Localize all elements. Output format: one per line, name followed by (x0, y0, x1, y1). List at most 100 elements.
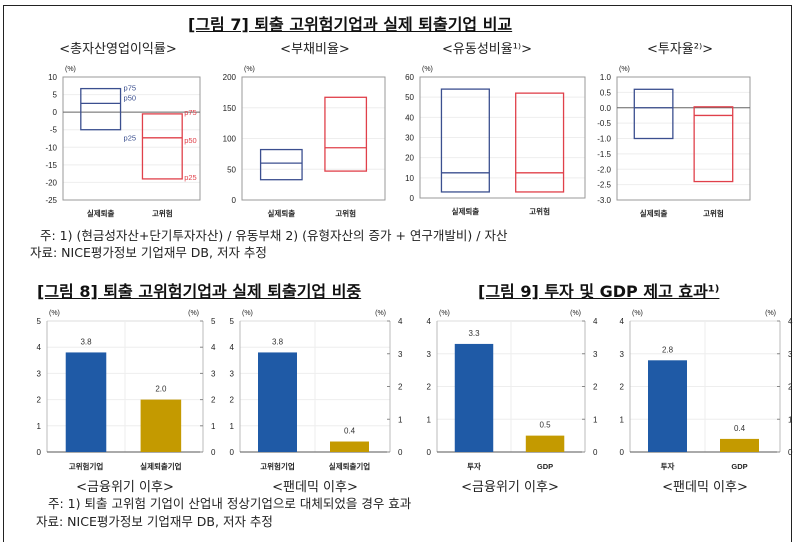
box-고위험 (693, 106, 734, 183)
fig7-title: [그림 7] 퇴출 고위험기업과 실제 퇴출기업 비교 (188, 15, 513, 34)
x-tick-label: 투자 (467, 461, 481, 471)
box-실제퇴출 (259, 148, 303, 181)
y-tick-label: 0 (232, 196, 237, 205)
x-tick-label: 실제퇴출 (640, 208, 668, 218)
chart-5: 0 1 2 3 4 5 (%) 0 1 2 3 4 5 (%) 3.8 고위험기업 2.0 실제퇴출기업 (37, 310, 216, 471)
percentile-label: p75 (184, 108, 197, 117)
x-tick-label: 실제퇴출기업 (140, 461, 181, 471)
plot-border (62, 76, 201, 201)
y-tick-label: 60 (405, 73, 414, 82)
y2-tick-label: 2 (788, 383, 793, 392)
bar-고위험기업 (258, 352, 297, 452)
box-고위험 (141, 113, 183, 180)
y2-tick-label: 0 (398, 448, 403, 457)
fig7-note: 주: 1) (현금성자산+단기투자자산) / 유동부채 2) (유형자산의 증가… (40, 228, 508, 243)
x-tick-label: GDP (731, 462, 747, 471)
y-tick-label: 1.0 (600, 73, 612, 82)
bar-GDP (720, 438, 759, 452)
chart-subtitle: <투자율²⁾> (646, 42, 714, 57)
y-tick-label: 4 (230, 343, 235, 352)
y2-tick-label: 5 (211, 317, 216, 326)
y-tick-label: -2.5 (597, 181, 611, 190)
fig8-title: [그림 8] 퇴출 고위험기업과 실제 퇴출기업 비중 (37, 282, 362, 301)
y-tick-label: -0.5 (597, 119, 611, 128)
percentile-label: p25 (184, 173, 197, 182)
plot-border (419, 76, 586, 199)
y-tick-label: 5 (230, 317, 235, 326)
y-tick-label: 0 (410, 194, 415, 203)
chart-3: 60 50 40 30 20 10 0 (%) 실제퇴출 고위험 (405, 66, 586, 216)
unit-label: (%) (49, 310, 60, 317)
fig7-source: 자료: NICE평가정보 기업재무 DB, 저자 추정 (30, 245, 267, 260)
value-label: 0.5 (539, 421, 551, 430)
x-tick-label: 실제퇴출기업 (329, 461, 370, 471)
y-tick-label: 3 (620, 350, 625, 359)
chart-subtitle: <팬데믹 이후> (272, 480, 358, 495)
y-tick-label: -25 (45, 196, 57, 205)
y-tick-label: 50 (405, 93, 414, 102)
unit-label: (%) (632, 310, 643, 317)
value-label: 0.4 (344, 427, 356, 436)
y-tick-label: 10 (405, 174, 414, 183)
y-tick-label: 0 (427, 448, 432, 457)
y-tick-label: 0 (53, 108, 58, 117)
y-tick-label: 1 (230, 422, 235, 431)
y-tick-label: -15 (45, 161, 57, 170)
value-label: 3.3 (468, 329, 480, 338)
chart-1: 1050-5-10-15-20-25(%)실제퇴출p75p50p25고위험p75… (45, 66, 201, 218)
chart-subtitle: <부채비율> (280, 42, 350, 57)
bottom-source: 자료: NICE평가정보 기업재무 DB, 저자 추정 (36, 514, 273, 529)
y-tick-label: 3 (37, 369, 42, 378)
unit-label-right: (%) (570, 310, 581, 317)
y2-tick-label: 4 (211, 343, 216, 352)
y-tick-label: 0.5 (600, 88, 612, 97)
y-tick-label: 0 (620, 448, 625, 457)
box-실제퇴출 (80, 87, 122, 131)
bar-고위험기업 (65, 352, 107, 452)
y2-tick-label: 0 (788, 448, 793, 457)
y-tick-label: 100 (223, 135, 237, 144)
y2-tick-label: 2 (211, 396, 216, 405)
y-tick-label: 30 (405, 134, 414, 143)
y2-tick-label: 4 (593, 317, 598, 326)
percentile-label: p50 (124, 94, 137, 103)
x-tick-label: 실제퇴출 (268, 208, 296, 218)
y-tick-label: 0 (37, 448, 42, 457)
x-tick-label: 고위험기업 (69, 461, 104, 471)
y-tick-label: -10 (45, 143, 57, 152)
chart-subtitle: <총자산영업이익률> (59, 42, 177, 57)
unit-label: (%) (242, 310, 253, 317)
x-tick-label: 투자 (661, 461, 675, 471)
frame (3, 5, 792, 542)
chart-subtitle: <금융위기 이후> (461, 480, 559, 495)
unit-label: (%) (422, 66, 433, 73)
x-tick-label: 고위험 (529, 206, 550, 216)
y2-tick-label: 1 (398, 415, 403, 424)
value-label: 2.8 (662, 345, 674, 354)
unit-label: (%) (65, 66, 76, 73)
y-tick-label: 0 (230, 448, 235, 457)
x-tick-label: 고위험 (703, 208, 724, 218)
unit-label: (%) (439, 310, 450, 317)
y-tick-label: 2 (427, 383, 432, 392)
y2-tick-label: 2 (593, 383, 598, 392)
y2-tick-label: 4 (398, 317, 403, 326)
bar-GDP (525, 435, 565, 452)
bar-실제퇴출기업 (140, 399, 182, 452)
y-tick-label: 10 (48, 73, 57, 82)
percentile-label: p50 (184, 136, 197, 145)
y-tick-label: 5 (37, 317, 42, 326)
unit-label: (%) (619, 66, 630, 73)
y-tick-label: 4 (427, 317, 432, 326)
chart-8: 0 1 2 3 4 (%) 0 1 2 3 4 (%) 2.8 투자 0.4 GDP (620, 310, 793, 471)
y-tick-label: 1 (427, 415, 432, 424)
y2-tick-label: 3 (398, 350, 403, 359)
unit-label: (%) (244, 66, 255, 73)
chart-subtitle: <금융위기 이후> (76, 480, 174, 495)
y-tick-label: 4 (37, 343, 42, 352)
x-tick-label: GDP (537, 462, 553, 471)
y-tick-label: 1 (37, 422, 42, 431)
y-tick-label: 1 (620, 415, 625, 424)
y-tick-label: 3 (230, 369, 235, 378)
